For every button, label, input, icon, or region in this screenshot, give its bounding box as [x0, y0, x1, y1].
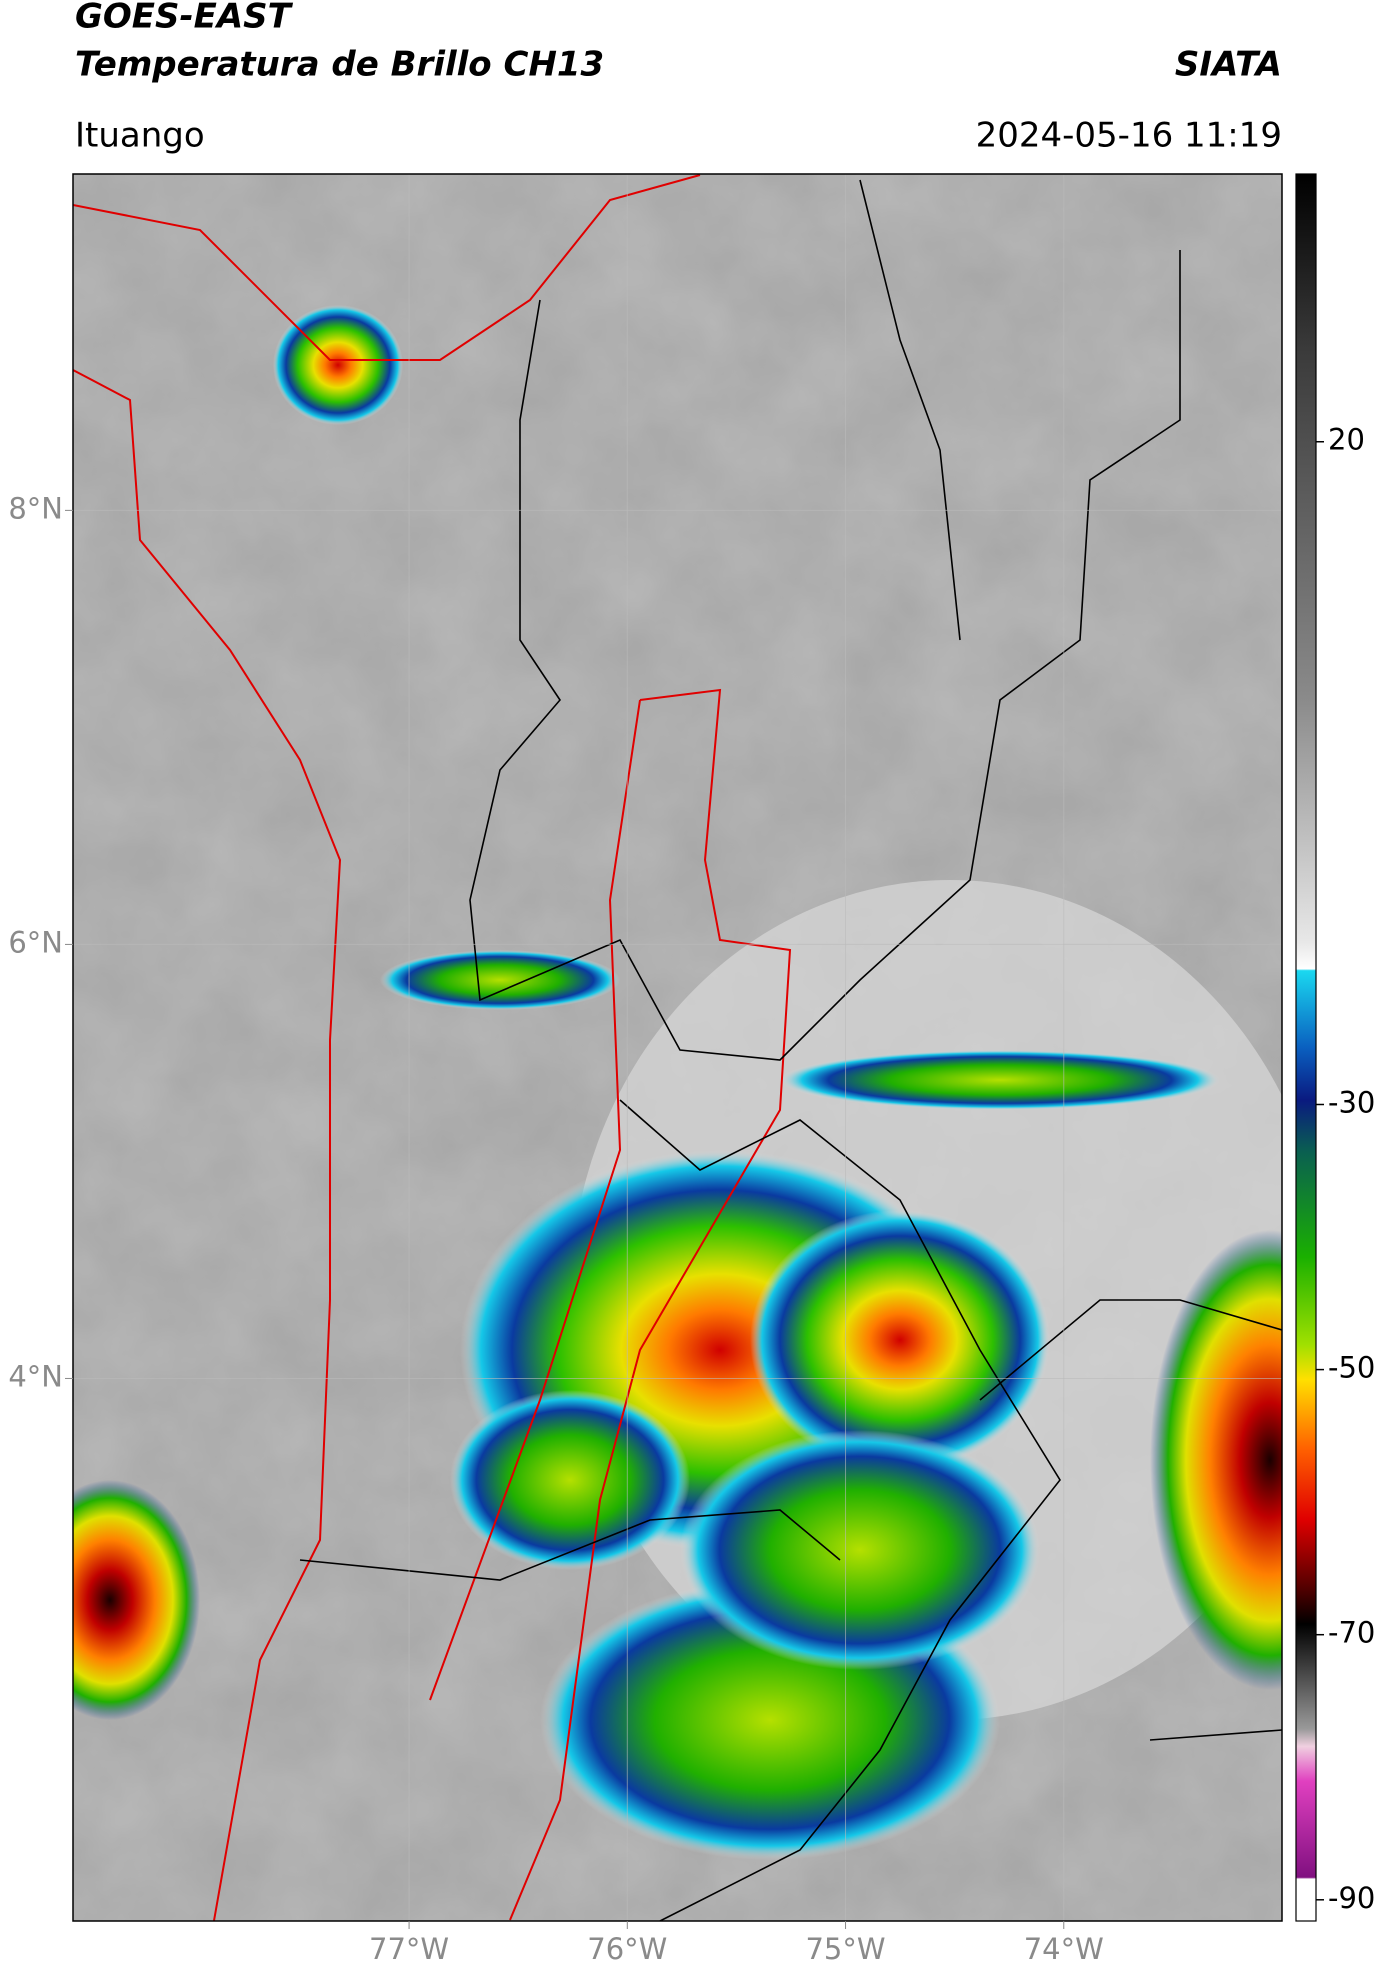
- colorbar-tick-label: -30: [1328, 1085, 1375, 1119]
- y-tick-label: 8°N: [8, 491, 63, 525]
- plot-frame: [72, 173, 1283, 1922]
- map-image: [73, 174, 1282, 1921]
- colorbar-tick-label: -50: [1328, 1351, 1375, 1385]
- x-tick-label: 74°W: [1024, 1932, 1104, 1966]
- colorbar-tick-label: 20: [1328, 423, 1365, 457]
- x-tick-label: 75°W: [805, 1932, 885, 1966]
- location: Ituango: [75, 116, 205, 156]
- source: SIATA: [1175, 45, 1282, 85]
- y-tick-label: 4°N: [8, 1359, 63, 1393]
- datetime: 2024-05-16 11:19: [976, 116, 1282, 156]
- x-tick-label: 76°W: [587, 1932, 667, 1966]
- title: GOES-EAST: [75, 0, 294, 37]
- colorbar-tick-label: -90: [1328, 1881, 1375, 1915]
- colorbar-tick-label: -70: [1328, 1616, 1375, 1650]
- subtitle: Temperatura de Brillo CH13: [75, 45, 604, 85]
- colorbar: [1295, 173, 1317, 1922]
- y-tick-label: 6°N: [8, 925, 63, 959]
- x-tick-label: 77°W: [369, 1932, 449, 1966]
